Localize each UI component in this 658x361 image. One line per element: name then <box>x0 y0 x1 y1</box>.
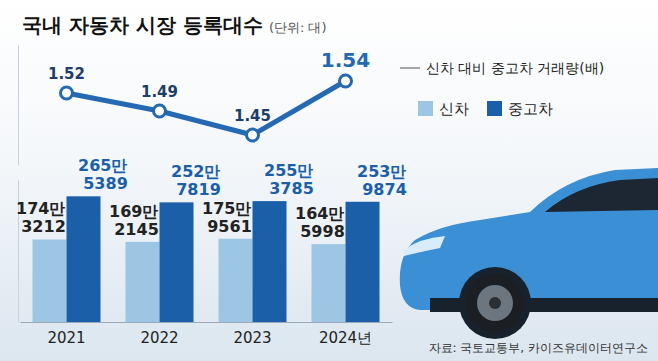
bar-value-label-line: 9874 <box>362 180 407 199</box>
car-illustration <box>400 168 658 339</box>
bar-value-label-line: 253만 <box>357 162 412 181</box>
bar <box>160 202 194 322</box>
bar-value-label-line: 252만 <box>171 162 226 181</box>
x-tick-label: 2023 <box>233 329 271 347</box>
car-tire <box>466 274 524 332</box>
y2-axis-line <box>18 46 19 166</box>
bar-value-label-line: 3212 <box>21 217 66 236</box>
car-hub <box>489 297 501 309</box>
bar-value-label-line: 265만 <box>78 156 133 175</box>
title: 국내 자동차 시장 등록대수 <box>22 13 263 37</box>
source: 자료: 국토교통부, 카이즈유데이터연구소 <box>429 341 649 355</box>
bar <box>253 201 287 322</box>
bar-value-label-line: 174만 <box>16 199 71 218</box>
line-annotation: 신차 대비 중고차 거래량(배) <box>426 60 604 76</box>
line-value-label: 1.54 <box>321 48 370 72</box>
annotation-dash <box>400 68 420 69</box>
x-tick-label: 2022 <box>140 329 178 347</box>
bar-value-label-line: 9561 <box>207 217 252 236</box>
x-tick: 2022 <box>140 322 178 347</box>
car-window <box>545 178 658 212</box>
x-axis: 2021 2022 2023 2024년 <box>21 322 393 347</box>
bar-value-label: 175만 9561 <box>202 199 257 236</box>
bar-value-label-line: 255만 <box>264 161 319 180</box>
bar <box>126 242 160 322</box>
bar-value-label: 169만 2145 <box>109 202 164 239</box>
bar-value-label: 252만 7819 <box>171 162 226 199</box>
bar-value-label: 253만 9874 <box>357 162 412 199</box>
x-tick: 2021 <box>47 322 85 347</box>
bar-value-label: 265만 5389 <box>78 156 133 193</box>
line-marker <box>61 87 73 99</box>
bar-value-label: 164만 5998 <box>295 204 350 241</box>
bar-value-label-line: 5389 <box>83 174 128 193</box>
legend: 신차 중고차 <box>418 100 553 118</box>
legend-swatch <box>418 101 433 116</box>
x-tick-label: 2024년 <box>319 329 372 347</box>
line-marker <box>340 75 352 87</box>
car-wheel-well <box>459 267 531 339</box>
y2-axis <box>18 46 19 166</box>
car-headlight <box>404 236 445 256</box>
bar <box>67 196 101 322</box>
bar <box>219 239 253 322</box>
x-axis-line <box>21 322 393 323</box>
bar <box>312 244 346 322</box>
chart: 국내 자동차 시장 등록대수 (단위: 대) 2021 2022 2023 2024년 17… <box>0 0 658 361</box>
background <box>0 0 658 361</box>
legend-swatch <box>487 101 502 116</box>
bar-series <box>67 196 380 322</box>
x-tick: 2023 <box>233 322 271 347</box>
line-marker <box>154 105 166 117</box>
car-body <box>400 168 658 310</box>
line-value-label: 1.52 <box>48 65 85 83</box>
bar <box>346 202 380 322</box>
car-rim <box>477 285 513 321</box>
ratio-line <box>67 81 346 135</box>
line-value-label: 1.45 <box>234 107 271 125</box>
bar-value-label: 255만 3785 <box>264 161 319 198</box>
plot-area <box>33 75 380 322</box>
line-marker <box>247 129 259 141</box>
bar-value-label-line: 5998 <box>300 222 345 241</box>
bar-value-label-line: 175만 <box>202 199 257 218</box>
bar <box>33 239 67 322</box>
line-value-label: 1.49 <box>141 83 178 101</box>
bar-value-label-line: 164만 <box>295 204 350 223</box>
legend-label: 신차 <box>439 100 469 118</box>
bar-value-label: 174만 3212 <box>16 199 71 236</box>
subtitle: (단위: 대) <box>269 20 327 35</box>
bar-value-label-line: 2145 <box>114 220 159 239</box>
bar-value-label-line: 169만 <box>109 202 164 221</box>
x-tick-label: 2021 <box>47 329 85 347</box>
bar-value-label-line: 7819 <box>176 180 221 199</box>
x-tick: 2024년 <box>319 322 372 347</box>
bar-value-label-line: 3785 <box>269 179 314 198</box>
legend-label: 중고차 <box>508 100 553 118</box>
